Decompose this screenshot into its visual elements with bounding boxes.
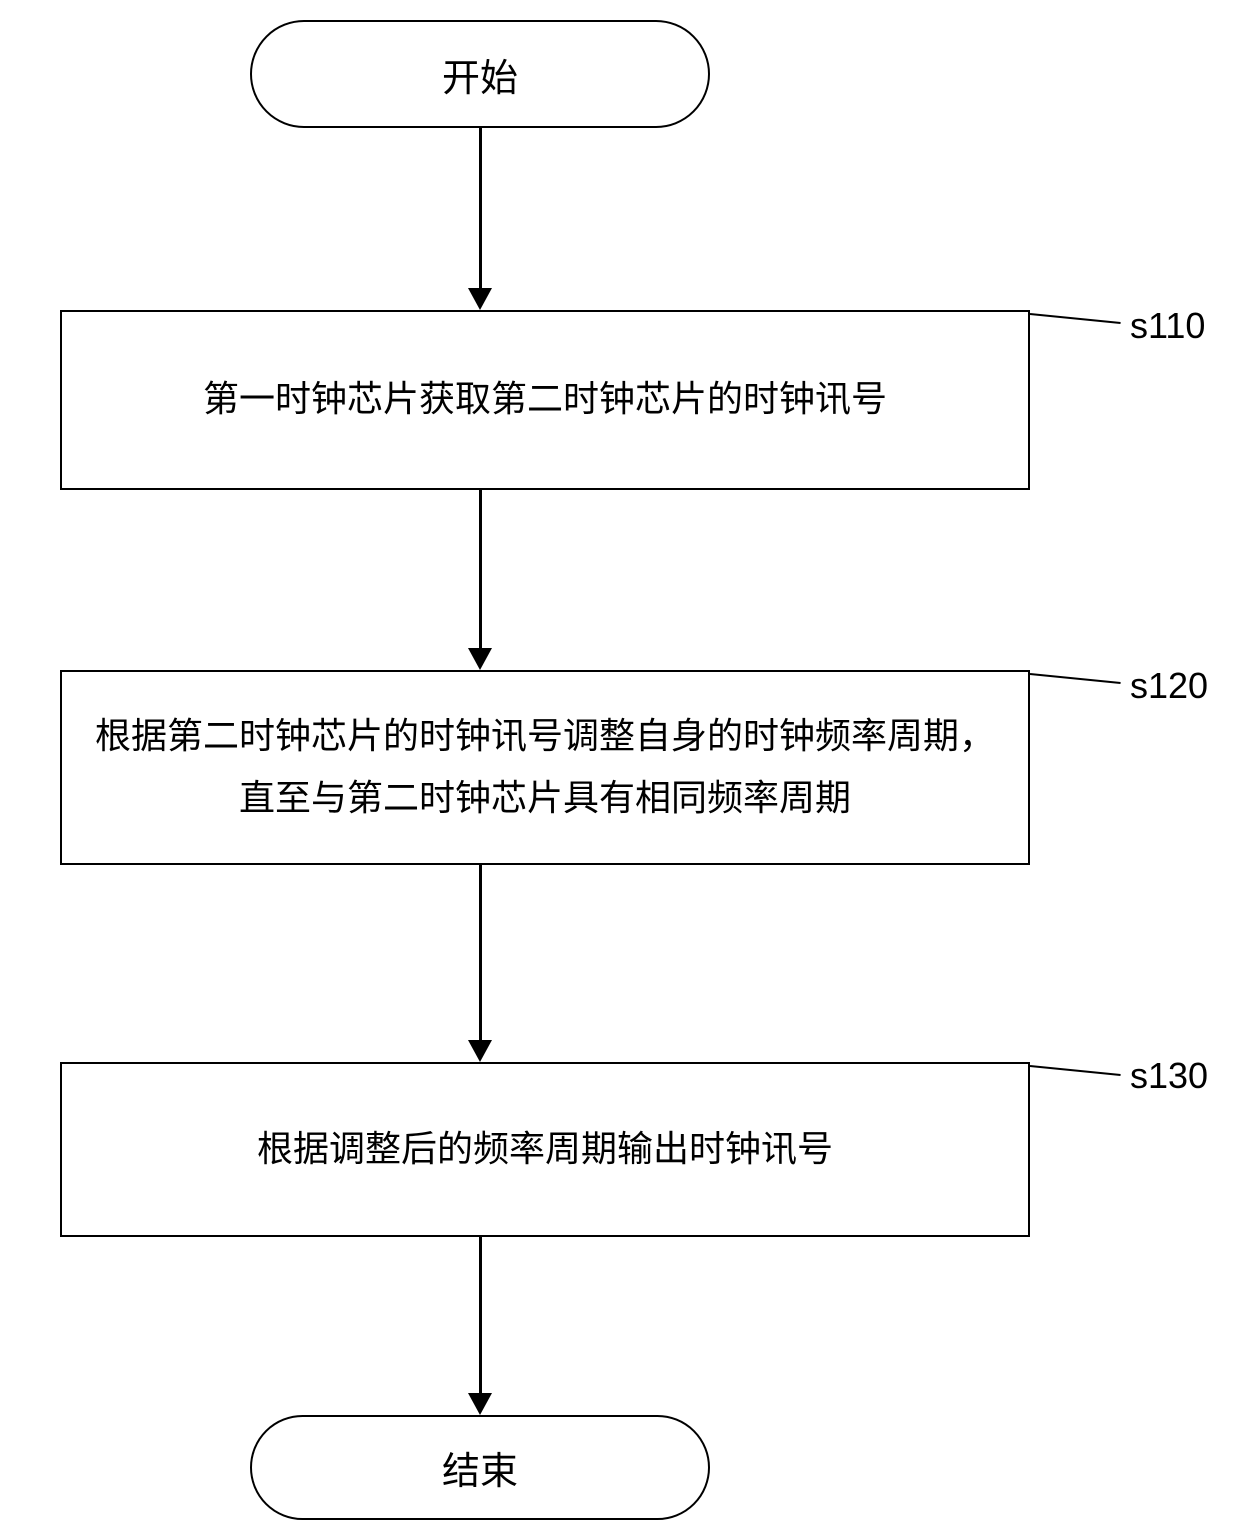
label-s130: s130	[1130, 1055, 1208, 1097]
start-node: 开始	[250, 20, 710, 128]
start-label: 开始	[442, 47, 518, 102]
leader-s130	[1030, 1065, 1121, 1076]
edge-s120-s130	[479, 865, 482, 1040]
label-s110: s110	[1130, 305, 1205, 347]
process-s130: 根据调整后的频率周期输出时钟讯号	[60, 1062, 1030, 1237]
edge-s110-s120	[479, 490, 482, 648]
arrow-s120-s130	[468, 1040, 492, 1062]
process-s120-text: 根据第二时钟芯片的时钟讯号调整自身的时钟频率周期，直至与第二时钟芯片具有相同频率…	[82, 706, 1008, 828]
edge-start-s110	[479, 128, 482, 288]
flowchart-container: 开始 第一时钟芯片获取第二时钟芯片的时钟讯号 s110 根据第二时钟芯片的时钟讯…	[0, 0, 1240, 1523]
end-label: 结束	[442, 1440, 518, 1495]
edge-s130-end	[479, 1237, 482, 1393]
arrow-s110-s120	[468, 648, 492, 670]
process-s120: 根据第二时钟芯片的时钟讯号调整自身的时钟频率周期，直至与第二时钟芯片具有相同频率…	[60, 670, 1030, 865]
process-s110: 第一时钟芯片获取第二时钟芯片的时钟讯号	[60, 310, 1030, 490]
leader-s110	[1030, 313, 1121, 324]
process-s110-text: 第一时钟芯片获取第二时钟芯片的时钟讯号	[203, 369, 887, 430]
arrow-s130-end	[468, 1393, 492, 1415]
arrow-start-s110	[468, 288, 492, 310]
leader-s120	[1030, 673, 1121, 684]
end-node: 结束	[250, 1415, 710, 1520]
process-s130-text: 根据调整后的频率周期输出时钟讯号	[257, 1119, 833, 1180]
label-s120: s120	[1130, 665, 1208, 707]
